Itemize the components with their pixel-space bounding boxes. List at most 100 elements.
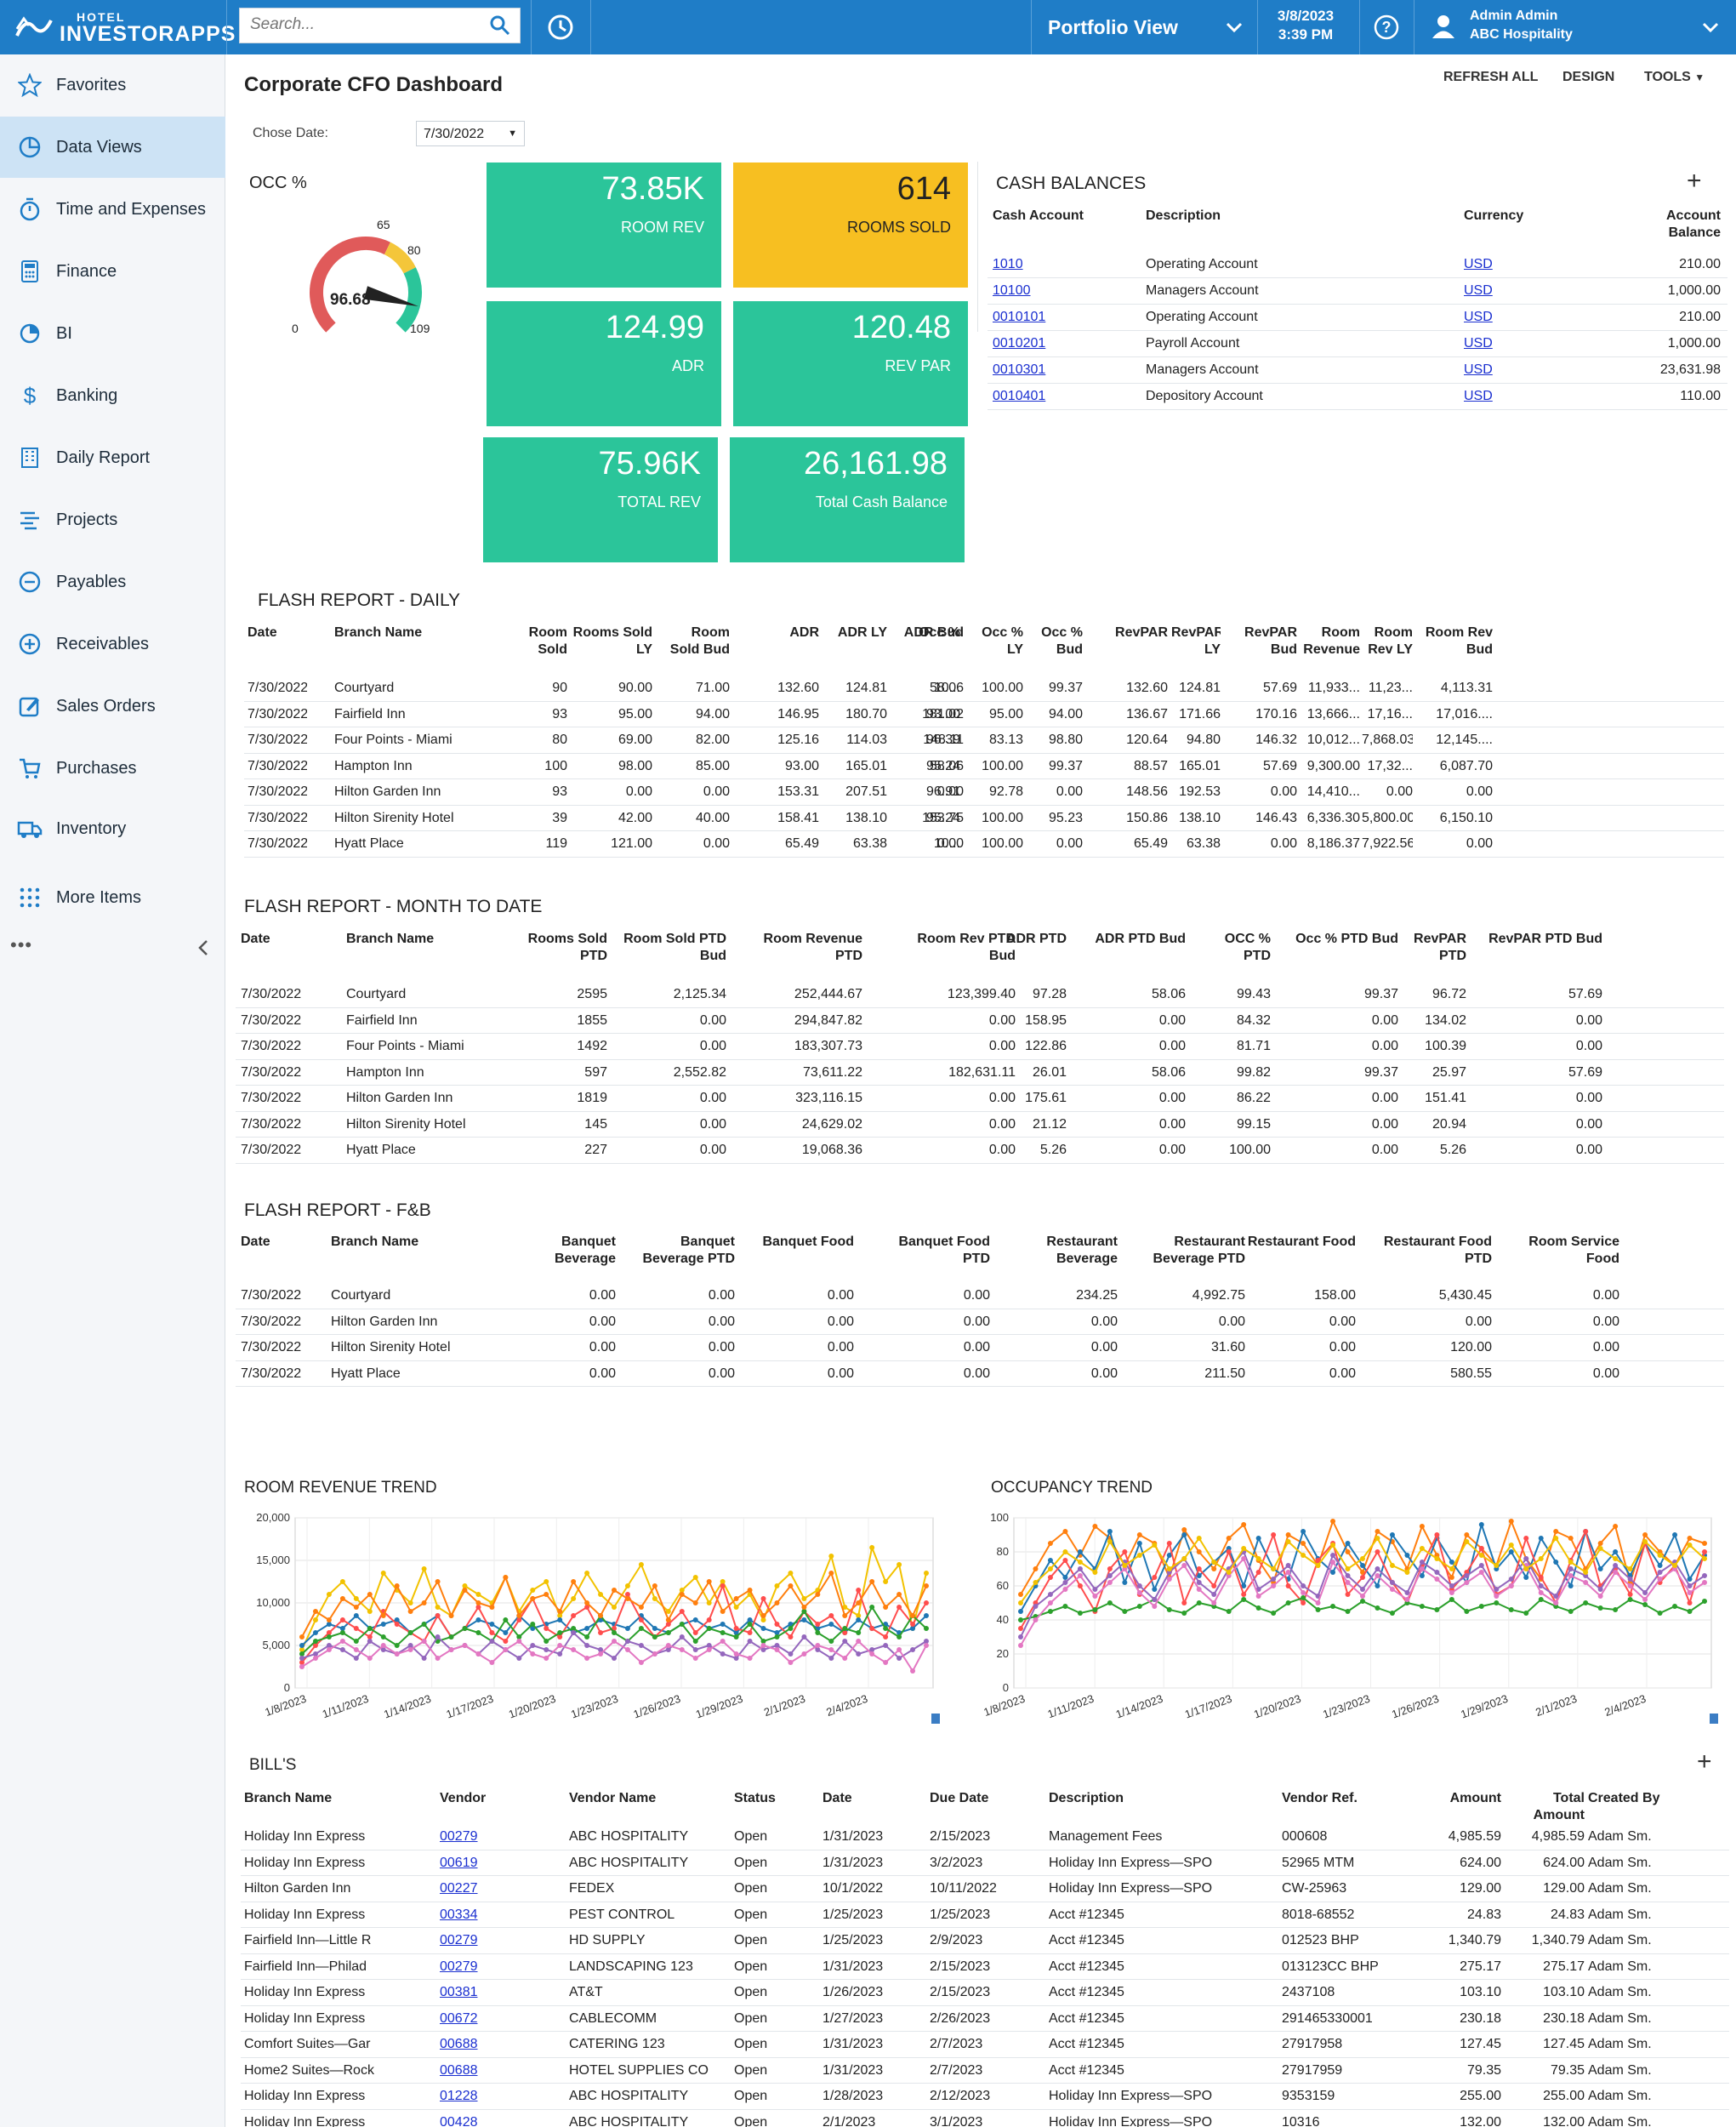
column-header[interactable]: RevPAR: [1115, 625, 1168, 640]
column-header[interactable]: Vendor: [440, 1791, 487, 1805]
table-cell[interactable]: 00688: [440, 2037, 478, 2051]
table-row[interactable]: 7/30/2022 Hilton Garden Inn 93 0.00 0.00 153.…: [244, 779, 1724, 806]
column-header[interactable]: Date: [241, 932, 270, 946]
table-cell[interactable]: 00279: [440, 1829, 478, 1844]
column-header[interactable]: Restaurant Beverage PTD: [1153, 1235, 1246, 1266]
column-header[interactable]: Restaurant Food PTD: [1383, 1235, 1492, 1266]
chart-export-icon[interactable]: [1710, 1714, 1718, 1724]
table-cell[interactable]: 00334: [440, 1907, 478, 1922]
kpi-tile-room-rev[interactable]: 73.85K ROOM REV: [487, 163, 721, 288]
table-cell[interactable]: 01228: [440, 2089, 478, 2103]
column-header[interactable]: Room Sold Bud: [669, 625, 730, 657]
kpi-tile-rooms-sold[interactable]: 614 ROOMS SOLD: [733, 163, 968, 288]
column-header[interactable]: Branch Name: [334, 625, 423, 640]
table-row[interactable]: 7/30/2022 Fairfield Inn 1855 0.00 294,847.82…: [236, 1008, 1724, 1034]
table-row[interactable]: 0010101 Operating Account USD 210.00: [988, 305, 1727, 331]
app-logo[interactable]: HOTEL INVESTORAPPS: [15, 9, 235, 46]
column-header[interactable]: Date: [822, 1791, 852, 1805]
column-header[interactable]: Room Revenue: [1303, 625, 1360, 657]
collapse-icon[interactable]: [197, 939, 209, 956]
column-header[interactable]: Banquet Beverage PTD: [642, 1235, 736, 1266]
column-header[interactable]: RevPAR PTD: [1414, 932, 1466, 963]
table-cell[interactable]: USD: [1464, 310, 1493, 324]
table-row[interactable]: 7/30/2022 Courtyard 90 90.00 71.00 132.60 124.…: [244, 676, 1724, 702]
table-row[interactable]: 7/30/2022 Courtyard 0.00 0.00 0.00 0.00 234.25…: [236, 1283, 1724, 1309]
kpi-tile-total-rev[interactable]: 75.96K TOTAL REV: [483, 437, 718, 562]
sidebar-item-projects[interactable]: Projects: [0, 489, 225, 550]
history-button[interactable]: [536, 0, 585, 54]
sidebar-item-inventory[interactable]: Inventory: [0, 798, 225, 859]
column-header[interactable]: Occ % PTD Bud: [1295, 932, 1398, 946]
table-row[interactable]: 7/30/2022 Hilton Sirenity Hotel 0.00 0.00 0.…: [236, 1335, 1724, 1361]
column-header[interactable]: Room Sold PTD Bud: [623, 932, 726, 963]
column-header[interactable]: Account Balance: [1666, 208, 1721, 240]
table-row[interactable]: 7/30/2022 Fairfield Inn 93 95.00 94.00 146.95…: [244, 702, 1724, 727]
table-cell[interactable]: 00381: [440, 1985, 478, 1999]
sidebar-item-finance[interactable]: Finance: [0, 241, 225, 302]
table-row[interactable]: Holiday Inn Express 00381 AT&T Open 1/26/202…: [241, 1980, 1729, 2006]
table-row[interactable]: 7/30/2022 Hilton Garden Inn 0.00 0.00 0.00 0.…: [236, 1309, 1724, 1335]
column-header[interactable]: ADR: [789, 625, 819, 640]
table-cell[interactable]: USD: [1464, 362, 1493, 377]
column-header[interactable]: Vendor Name: [569, 1791, 657, 1805]
column-header[interactable]: Restaurant Beverage: [1046, 1235, 1118, 1266]
sidebar-item-daily-report[interactable]: Daily Report: [0, 427, 225, 488]
chevron-down-icon[interactable]: [1701, 21, 1720, 33]
table-cell[interactable]: 0010401: [993, 389, 1046, 403]
table-cell[interactable]: 00279: [440, 1933, 478, 1947]
table-row[interactable]: Home2 Suites—Rock 00688 HOTEL SUPPLIES CO O…: [241, 2058, 1729, 2084]
table-row[interactable]: Comfort Suites—Gar 00688 CATERING 123 Open 1…: [241, 2032, 1729, 2058]
table-cell[interactable]: 00619: [440, 1855, 478, 1870]
table-row[interactable]: 7/30/2022 Hilton Sirenity Hotel 145 0.00 24,…: [236, 1112, 1724, 1138]
column-header[interactable]: ADR Bud: [903, 625, 964, 640]
add-cash-account-button[interactable]: +: [1687, 167, 1702, 195]
kpi-tile-adr[interactable]: 124.99 ADR: [487, 301, 721, 426]
table-row[interactable]: 7/30/2022 Hyatt Place 119 121.00 0.00 65.49 63…: [244, 831, 1724, 858]
column-header[interactable]: Room Sold: [528, 625, 567, 657]
kpi-tile-total-cash-balance[interactable]: 26,161.98 Total Cash Balance: [730, 437, 965, 562]
table-row[interactable]: 7/30/2022 Courtyard 2595 2,125.34 252,444.67…: [236, 982, 1724, 1008]
column-header[interactable]: Room Service Food: [1528, 1235, 1619, 1266]
table-row[interactable]: Hilton Garden Inn 00227 FEDEX Open 10/1/2022…: [241, 1876, 1729, 1902]
sidebar-item-time-and-expenses[interactable]: Time and Expenses: [0, 179, 225, 240]
design-button[interactable]: DESIGN: [1562, 70, 1615, 84]
sidebar-item-sales-orders[interactable]: Sales Orders: [0, 676, 225, 737]
table-cell[interactable]: 0010201: [993, 336, 1046, 351]
column-header[interactable]: Occ % LY: [982, 625, 1023, 657]
column-header[interactable]: Occ %: [919, 625, 960, 640]
column-header[interactable]: Banquet Food: [762, 1235, 854, 1249]
table-cell[interactable]: 10100: [993, 283, 1031, 298]
more-dots-icon[interactable]: •••: [10, 934, 33, 955]
table-cell[interactable]: 0010301: [993, 362, 1046, 377]
table-row[interactable]: 1010 Operating Account USD 210.00: [988, 252, 1727, 278]
column-header[interactable]: Due Date: [930, 1791, 989, 1805]
help-button[interactable]: ?: [1361, 0, 1412, 54]
column-header[interactable]: Date: [241, 1235, 270, 1249]
column-header[interactable]: Room Rev LY: [1368, 625, 1413, 657]
column-header[interactable]: Vendor Ref.: [1282, 1791, 1357, 1805]
column-header[interactable]: Branch Name: [244, 1791, 333, 1805]
search-box[interactable]: [239, 8, 521, 43]
table-row[interactable]: 7/30/2022 Hilton Sirenity Hotel 39 42.00 40.…: [244, 806, 1724, 831]
table-row[interactable]: Holiday Inn Express 00428 ABC HOSPITALITY O…: [241, 2110, 1729, 2127]
column-header[interactable]: Date: [248, 625, 277, 640]
table-cell[interactable]: 00428: [440, 2114, 478, 2127]
column-header[interactable]: Branch Name: [331, 1235, 419, 1249]
table-row[interactable]: Holiday Inn Express 00279 ABC HOSPITALITY O…: [241, 1824, 1729, 1850]
refresh-all-button[interactable]: REFRESH ALL: [1443, 70, 1539, 84]
user-menu[interactable]: Admin Admin ABC Hospitality: [1470, 7, 1573, 44]
column-header[interactable]: Branch Name: [346, 932, 435, 946]
sidebar-item-data-views[interactable]: Data Views: [0, 117, 225, 178]
column-header[interactable]: ADR PTD: [1005, 932, 1067, 946]
table-row[interactable]: 7/30/2022 Four Points - Miami 80 69.00 82.00…: [244, 727, 1724, 754]
search-input[interactable]: [250, 9, 488, 41]
column-header[interactable]: Cash Account: [993, 208, 1084, 223]
column-header[interactable]: Room Rev Bud: [1425, 625, 1493, 657]
table-row[interactable]: 0010401 Depository Account USD 110.00: [988, 384, 1727, 410]
table-row[interactable]: 10100 Managers Account USD 1,000.00: [988, 278, 1727, 305]
table-row[interactable]: Holiday Inn Express 00334 PEST CONTROL Open…: [241, 1902, 1729, 1928]
sidebar-item-favorites[interactable]: Favorites: [0, 54, 225, 116]
column-header[interactable]: Status: [734, 1791, 776, 1805]
table-cell[interactable]: 00279: [440, 1959, 478, 1974]
column-header[interactable]: Room Revenue PTD: [763, 932, 862, 963]
